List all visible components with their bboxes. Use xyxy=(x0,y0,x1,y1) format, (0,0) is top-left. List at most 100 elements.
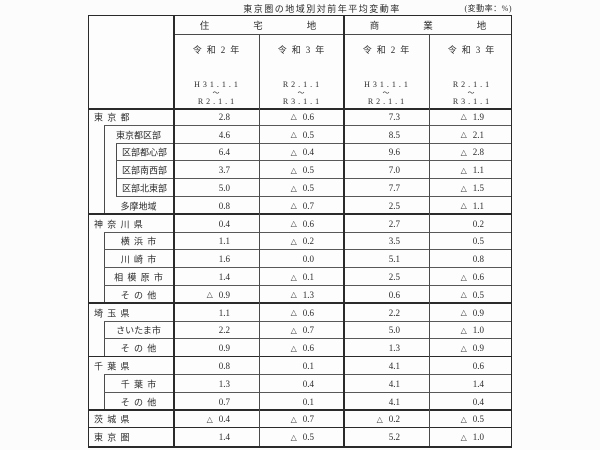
section-divider xyxy=(89,302,511,304)
value-cell: 0.4 xyxy=(173,215,259,233)
column-border xyxy=(259,34,260,446)
value-cell: △ 0.2 xyxy=(343,411,429,429)
value-cell: △ 0.9 xyxy=(429,304,513,322)
value-number: 7.3 xyxy=(388,111,400,122)
value-cell: 7.3 xyxy=(343,108,429,126)
negative-triangle-icon: △ xyxy=(290,343,297,353)
table-row: 区部南西部 3.7 △ 0.5 7.0 △ 1.1 xyxy=(89,161,511,180)
table-row: そ の 他 0.7 0.1 4.1 0.4 xyxy=(89,392,513,411)
value-number: 2.2 xyxy=(388,307,400,318)
value-number: 1.4 xyxy=(218,432,230,443)
value-number: 0.8 xyxy=(218,361,230,372)
value-cell: 1.3 xyxy=(343,339,429,357)
value-cell: 0.0 xyxy=(259,250,343,268)
value-number: 0.5 xyxy=(472,289,484,300)
value-number: 0.6 xyxy=(302,343,314,354)
value-cell: △ 1.3 xyxy=(259,286,343,304)
value-cell: △ 0.7 xyxy=(259,322,343,340)
value-number: 1.3 xyxy=(388,343,400,354)
negative-triangle-icon: △ xyxy=(460,147,467,157)
value-number: 0.0 xyxy=(302,254,314,265)
residential-group-header: 住宅地 xyxy=(173,16,343,34)
year-column-header-com-reiwa3: 令和3年 R2.1.1 〜 R3.1.1 xyxy=(429,34,513,108)
period-tilde: 〜 xyxy=(297,88,305,97)
value-cell: △ 0.1 xyxy=(259,268,343,286)
value-cell: △ 0.5 xyxy=(259,161,343,179)
section-divider xyxy=(89,409,511,411)
year-label: 令和2年 xyxy=(362,45,415,55)
value-cell: △ 0.6 xyxy=(429,268,513,286)
value-number: 0.4 xyxy=(218,414,230,425)
value-number: 4.1 xyxy=(388,396,400,407)
value-cell: △ 0.6 xyxy=(259,304,343,322)
region-label: 東京都区部 xyxy=(115,130,161,141)
row-separator xyxy=(104,231,511,233)
region-label: 千 葉 市 xyxy=(120,379,157,390)
value-cell: △ 0.4 xyxy=(259,144,343,162)
negative-triangle-icon: △ xyxy=(290,147,297,157)
value-cell: △ 0.5 xyxy=(429,286,513,304)
value-number: 0.2 xyxy=(388,414,400,425)
value-cell: 8.5 xyxy=(343,126,429,144)
year-label: 令和3年 xyxy=(277,45,330,55)
indent-border xyxy=(104,125,105,144)
value-number: 0.6 xyxy=(302,111,314,122)
negative-triangle-icon: △ xyxy=(290,290,297,300)
indent-border xyxy=(104,179,105,197)
value-cell: 0.8 xyxy=(173,357,259,375)
table-row: 千 葉 市 1.3 0.4 4.1 1.4 xyxy=(89,374,513,393)
section-divider xyxy=(89,213,511,215)
negative-triangle-icon: △ xyxy=(376,414,383,424)
value-cell: 0.4 xyxy=(429,393,513,411)
value-cell: 1.4 xyxy=(173,428,259,446)
value-number: 0.6 xyxy=(472,361,484,372)
value-cell: 0.8 xyxy=(429,250,513,268)
value-number: 0.2 xyxy=(472,218,484,229)
row-separator xyxy=(104,320,511,322)
region-label: 相 模 原 市 xyxy=(114,272,163,283)
row-separator xyxy=(104,249,511,251)
period-end-date: R2.1.1 xyxy=(197,96,238,106)
table-row: そ の 他 △ 0.9 △ 1.3 0.6 △ 0.5 xyxy=(89,285,513,304)
column-border xyxy=(343,16,345,446)
period-dates: H31.1.1 〜 R2.1.1 xyxy=(364,80,408,108)
value-cell: 4.1 xyxy=(343,393,429,411)
region-label: 川 崎 市 xyxy=(120,254,157,265)
value-cell: △ 1.5 xyxy=(429,179,513,197)
unit-note: (変動率：%) xyxy=(464,4,512,13)
value-cell: 1.1 xyxy=(173,304,259,322)
value-cell: △ 0.6 xyxy=(259,108,343,126)
indent-border xyxy=(104,196,105,215)
negative-triangle-icon: △ xyxy=(290,112,297,122)
indent-border xyxy=(104,339,105,358)
table-row: 川 崎 市 1.6 0.0 5.1 0.8 xyxy=(89,250,513,269)
value-number: 3.7 xyxy=(218,165,230,176)
table-row: 区部北東部 5.0 △ 0.5 7.7 △ 1.5 xyxy=(89,179,511,197)
page-title: 東京圏の地域別対前年平均変動率 xyxy=(243,4,401,14)
region-label: 横 浜 市 xyxy=(120,236,157,247)
value-cell: 2.2 xyxy=(173,322,259,340)
negative-triangle-icon: △ xyxy=(460,290,467,300)
region-label: 神 奈 川 県 xyxy=(94,219,143,230)
region-label: そ の 他 xyxy=(120,397,157,408)
value-cell: 0.7 xyxy=(173,393,259,411)
negative-triangle-icon: △ xyxy=(290,272,297,282)
negative-triangle-icon: △ xyxy=(290,219,297,229)
value-cell: 0.2 xyxy=(429,215,513,233)
indent-border xyxy=(104,285,105,304)
period-dates: H31.1.1 〜 R2.1.1 xyxy=(194,80,238,108)
row-separator xyxy=(104,373,511,375)
value-cell: 1.4 xyxy=(173,268,259,286)
table-row: 区部都心部 6.4 △ 0.4 9.6 △ 2.8 xyxy=(89,143,511,162)
value-cell: 0.1 xyxy=(259,357,343,375)
value-number: 1.1 xyxy=(218,307,230,318)
value-cell: 5.0 xyxy=(173,179,259,197)
period-dates: R2.1.1 〜 R3.1.1 xyxy=(453,80,489,108)
value-number: 1.4 xyxy=(472,378,484,389)
value-number: 2.8 xyxy=(472,147,484,158)
value-number: 5.0 xyxy=(388,325,400,336)
value-cell: 1.4 xyxy=(429,375,513,393)
table-row: 埼 玉 県 1.1 △ 0.6 2.2 △ 0.9 xyxy=(89,304,511,322)
value-cell: 0.5 xyxy=(429,233,513,251)
value-number: 1.1 xyxy=(218,236,230,247)
